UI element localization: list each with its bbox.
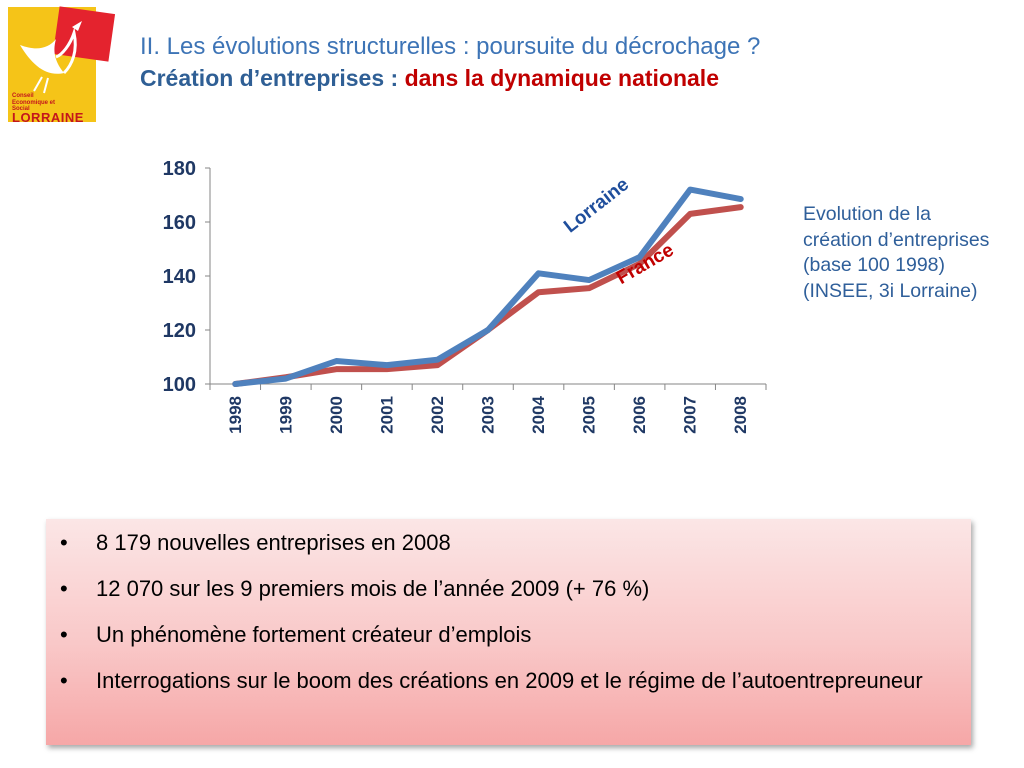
subtitle-prefix: Création d’entreprises : — [140, 65, 405, 91]
series-line-france — [232, 204, 744, 387]
y-tick-label: 120 — [163, 320, 196, 342]
x-tick-label: 2006 — [630, 396, 649, 434]
subtitle-highlight: dans la dynamique nationale — [404, 65, 719, 91]
x-tick-label: 2002 — [428, 396, 447, 434]
x-tick-label: 2000 — [327, 396, 346, 434]
logo: Conseil Economique et Social LORRAINE — [8, 6, 116, 125]
bullet-item: Interrogations sur le boom des créations… — [60, 668, 955, 694]
line-chart: 100 120 140 160 180 1998 1999 2000 2001 2002 2003 2… — [163, 158, 767, 434]
y-tick-label: 180 — [163, 158, 196, 180]
logo-big-text: LORRAINE — [12, 110, 84, 125]
bullet-item: Un phénomène fortement créateur d’emploi… — [60, 622, 955, 648]
x-tick-label: 2001 — [377, 396, 396, 434]
x-tick-label: 2004 — [529, 395, 548, 433]
bullet-box: 8 179 nouvelles entreprises en 2008 12 07… — [46, 519, 971, 745]
logo-small-text: Conseil Economique et Social — [12, 93, 56, 112]
bullet-list: 8 179 nouvelles entreprises en 2008 12 07… — [60, 530, 955, 714]
x-tick-label: 1998 — [226, 396, 245, 434]
x-tick-label: 2003 — [479, 396, 498, 434]
slide-subtitle: Création d’entreprises : dans la dynamiq… — [140, 65, 719, 92]
chart-note: Evolution de la création d’entreprises (… — [803, 203, 990, 302]
x-tick-label: 2007 — [681, 396, 700, 434]
bullet-item: 8 179 nouvelles entreprises en 2008 — [60, 530, 955, 556]
y-tick-label: 100 — [163, 374, 196, 396]
slide-title: II. Les évolutions structurelles : pours… — [140, 33, 761, 60]
bullet-item: 12 070 sur les 9 premiers mois de l’anné… — [60, 576, 955, 602]
x-tick-label: 2005 — [580, 396, 599, 434]
series-label-lorraine: Lorraine — [560, 174, 633, 237]
x-tick-label: 1999 — [276, 396, 295, 434]
x-tick-label: 2008 — [731, 396, 750, 434]
y-tick-label: 140 — [163, 266, 196, 288]
bird-icon — [20, 21, 82, 94]
series-line-lorraine — [232, 186, 744, 387]
y-tick-label: 160 — [163, 212, 196, 234]
